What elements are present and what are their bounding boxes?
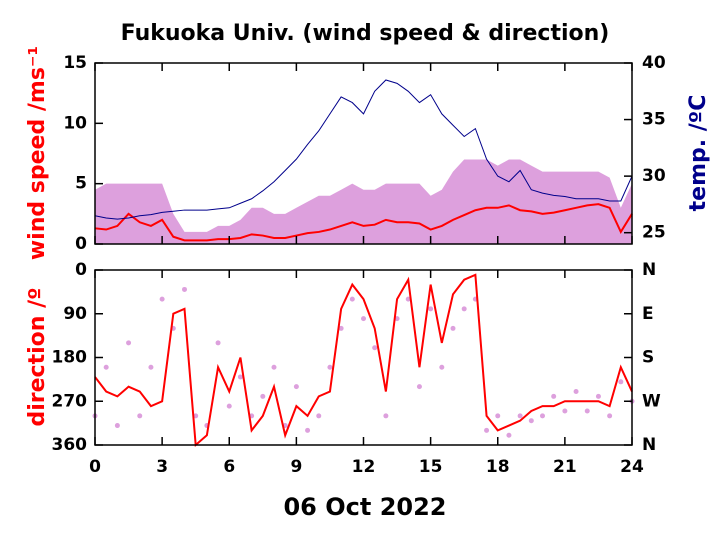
data-point xyxy=(327,364,333,370)
data-point xyxy=(450,325,456,331)
y-tick-label: 180 xyxy=(52,348,88,368)
y-tick-label: 270 xyxy=(52,391,88,411)
y2-tick-label: 25 xyxy=(642,223,666,243)
data-point xyxy=(439,364,445,370)
data-point xyxy=(215,340,221,346)
x-tick-label: 6 xyxy=(223,457,235,477)
x-tick-label: 12 xyxy=(352,457,376,477)
data-point xyxy=(540,413,545,419)
data-point xyxy=(584,408,590,414)
data-line xyxy=(94,273,633,448)
data-point xyxy=(551,393,557,399)
data-point xyxy=(528,418,534,424)
x-tick-label: 9 xyxy=(290,457,302,477)
data-point xyxy=(114,423,120,429)
data-point xyxy=(148,364,154,370)
y-tick-label: 90 xyxy=(63,304,87,324)
data-point xyxy=(159,296,165,302)
data-point xyxy=(506,432,512,438)
data-point xyxy=(237,374,243,380)
y2-tick-label: 30 xyxy=(642,166,666,186)
x-axis-label: 06 Oct 2022 xyxy=(283,493,446,521)
data-point xyxy=(260,393,266,399)
y2-tick-label: 35 xyxy=(642,110,666,130)
data-point xyxy=(416,384,422,390)
data-point xyxy=(305,427,311,433)
data-point xyxy=(428,306,434,312)
data-point xyxy=(461,306,467,312)
data-point xyxy=(316,413,322,419)
y-tick-label: 10 xyxy=(63,113,87,133)
y2-tick-label: S xyxy=(642,348,654,368)
data-point xyxy=(349,296,355,302)
y-axis-label: direction /º xyxy=(25,287,50,426)
wind-gust-area xyxy=(95,159,632,244)
y-tick-label: 5 xyxy=(75,174,87,194)
y2-tick-label: N xyxy=(642,435,656,455)
chart-title: Fukuoka Univ. (wind speed & direction) xyxy=(121,21,610,46)
data-point xyxy=(137,413,143,419)
data-point xyxy=(562,408,568,414)
data-point xyxy=(383,413,389,419)
data-point xyxy=(618,379,624,385)
data-point xyxy=(573,389,579,395)
x-tick-label: 0 xyxy=(89,457,101,477)
data-point xyxy=(495,413,501,419)
y2-tick-label: W xyxy=(642,391,661,411)
y2-axis-label: temp. /ºC xyxy=(686,95,711,212)
x-tick-label: 18 xyxy=(486,457,510,477)
data-point xyxy=(271,364,277,370)
data-point xyxy=(372,345,378,351)
data-point xyxy=(405,296,411,302)
y-tick-label: 360 xyxy=(52,435,88,455)
data-point xyxy=(182,286,187,292)
y2-tick-label: 40 xyxy=(642,53,666,73)
data-point xyxy=(226,403,232,409)
y-tick-label: 15 xyxy=(63,53,87,73)
data-point xyxy=(517,413,523,419)
y2-tick-label: E xyxy=(642,304,654,324)
data-point xyxy=(338,325,344,331)
data-point xyxy=(293,384,299,390)
y-axis-label: wind speed /ms⁻¹ xyxy=(25,46,50,260)
data-point xyxy=(595,393,601,399)
data-point xyxy=(126,340,132,346)
x-tick-label: 24 xyxy=(620,457,644,477)
data-line xyxy=(94,79,633,220)
x-tick-label: 3 xyxy=(156,457,168,477)
x-tick-label: 21 xyxy=(553,457,577,477)
x-tick-label: 15 xyxy=(419,457,443,477)
y-tick-label: 0 xyxy=(75,234,87,254)
data-line xyxy=(94,203,633,242)
plot-frame xyxy=(94,269,633,446)
y2-tick-label: N xyxy=(642,260,656,280)
data-point xyxy=(607,413,613,419)
data-point xyxy=(484,427,490,433)
data-point xyxy=(361,316,366,322)
y-tick-label: 0 xyxy=(75,260,87,280)
data-point xyxy=(103,364,109,370)
data-point xyxy=(193,413,199,419)
